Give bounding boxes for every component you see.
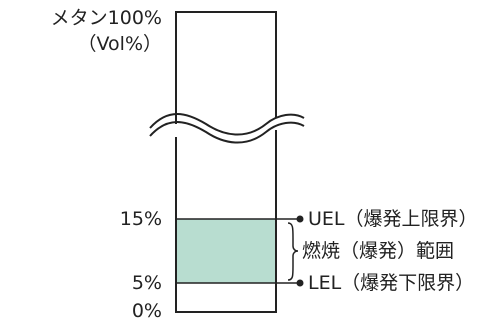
percent-5-label: 5% (131, 272, 162, 294)
axis-break-mark-upper (149, 113, 305, 136)
uel-marker-dot (296, 215, 304, 223)
lel-label: LEL（爆発下限界） (308, 272, 475, 294)
uel-label: UEL（爆発上限界） (308, 208, 478, 230)
flammable-range-band (176, 219, 276, 283)
column-lower-outline (175, 130, 277, 313)
methane-100-label: メタン100% (50, 7, 162, 29)
axis-break-mark-lower (149, 121, 305, 144)
flammable-range-label: 燃焼（爆発）範囲 (302, 240, 455, 262)
flammable-range-brace (287, 222, 299, 281)
percent-15-label: 15% (119, 208, 162, 230)
lel-marker-dot (296, 279, 304, 287)
column-upper-outline (175, 11, 277, 124)
percent-0-label: 0% (131, 300, 162, 322)
vol-percent-label: （Vol%） (77, 33, 162, 55)
